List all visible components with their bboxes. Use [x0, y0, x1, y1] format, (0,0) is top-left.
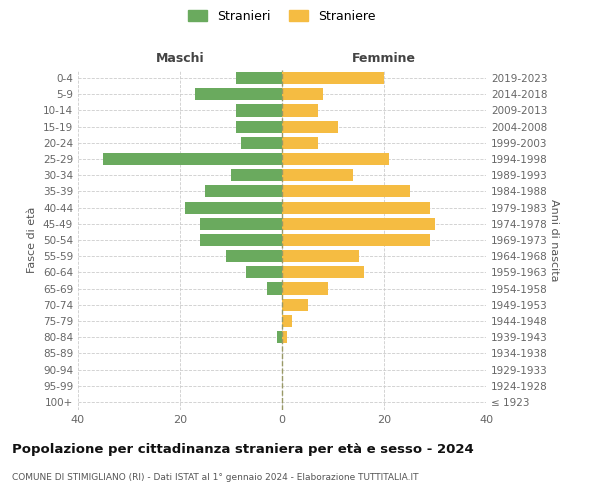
- Bar: [200, 234, 282, 246]
- Bar: [282, 104, 318, 117]
- Bar: [282, 202, 430, 213]
- Text: COMUNE DI STIMIGLIANO (RI) - Dati ISTAT al 1° gennaio 2024 - Elaborazione TUTTIT: COMUNE DI STIMIGLIANO (RI) - Dati ISTAT …: [12, 472, 419, 482]
- Bar: [267, 282, 282, 294]
- Bar: [282, 331, 287, 343]
- Bar: [282, 137, 318, 149]
- Bar: [104, 153, 282, 165]
- Bar: [236, 72, 282, 84]
- Bar: [231, 169, 282, 181]
- Bar: [247, 266, 282, 278]
- Text: Popolazione per cittadinanza straniera per età e sesso - 2024: Popolazione per cittadinanza straniera p…: [12, 442, 474, 456]
- Bar: [282, 234, 430, 246]
- Bar: [241, 137, 282, 149]
- Bar: [282, 169, 353, 181]
- Bar: [206, 186, 282, 198]
- Bar: [282, 250, 359, 262]
- Bar: [282, 266, 364, 278]
- Bar: [196, 88, 282, 101]
- Bar: [236, 120, 282, 132]
- Bar: [282, 72, 384, 84]
- Bar: [282, 186, 410, 198]
- Text: Femmine: Femmine: [352, 52, 416, 65]
- Y-axis label: Fasce di età: Fasce di età: [28, 207, 37, 273]
- Bar: [282, 120, 338, 132]
- Bar: [282, 153, 389, 165]
- Bar: [236, 104, 282, 117]
- Bar: [282, 315, 292, 327]
- Y-axis label: Anni di nascita: Anni di nascita: [549, 198, 559, 281]
- Bar: [282, 298, 308, 311]
- Bar: [200, 218, 282, 230]
- Bar: [282, 282, 328, 294]
- Bar: [277, 331, 282, 343]
- Bar: [226, 250, 282, 262]
- Text: Maschi: Maschi: [155, 52, 205, 65]
- Bar: [185, 202, 282, 213]
- Bar: [282, 218, 435, 230]
- Legend: Stranieri, Straniere: Stranieri, Straniere: [184, 5, 380, 28]
- Bar: [282, 88, 323, 101]
